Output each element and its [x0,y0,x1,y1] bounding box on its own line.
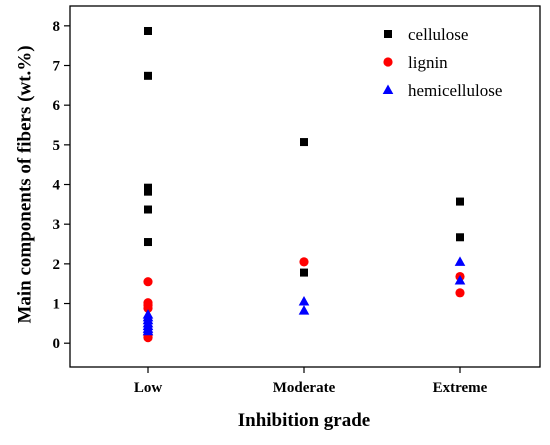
cellulose-point [456,233,464,242]
cellulose-point [456,197,464,206]
x-tick-label: Moderate [273,380,336,396]
legend-lignin-label: lignin [408,53,448,72]
legend-hemicellulose-marker [382,84,394,94]
hemicellulose-point [298,296,310,306]
legend-cellulose-marker [384,30,392,38]
legend: cellulose lignin hemicellulose [382,25,502,100]
hemicellulose-point [142,325,154,336]
y-tick-label: 0 [53,336,61,352]
y-tick-label: 3 [53,217,61,233]
cellulose-point [144,26,152,35]
cellulose-point [144,187,152,196]
x-tick-label: Low [134,380,163,396]
y-tick-label: 1 [53,297,61,313]
cellulose-point [300,268,308,277]
y-axis-title: Main components of fibers (wt.%) [15,45,36,323]
plot-frame [69,5,541,368]
x-tick-label: Extreme [433,380,488,396]
cellulose-point [144,71,152,80]
y-tick-label: 8 [53,19,61,35]
lignin-point [143,303,153,313]
lignin-point [143,333,153,343]
ticks-layer: 0 1 2 3 4 5 6 7 8 Low Moderate Extreme [53,19,488,396]
cellulose-point [300,138,308,147]
hemicellulose-point [298,305,310,315]
x-axis-title: Inhibition grade [238,410,371,431]
lignin-point [299,257,309,267]
y-tick-label: 2 [53,257,61,273]
y-tick-label: 7 [53,59,61,75]
y-tick-label: 6 [53,98,61,114]
hemicellulose-point [454,256,466,266]
cellulose-point [144,205,152,214]
lignin-point [143,277,153,287]
legend-cellulose-label: cellulose [408,25,468,44]
legend-hemicellulose-label: hemicellulose [408,81,502,100]
cellulose-point [144,238,152,247]
marks-layer [142,26,466,343]
hemicellulose-point [454,275,466,285]
lignin-point [455,288,465,298]
y-tick-label: 5 [53,138,61,154]
y-tick-label: 4 [53,178,61,194]
legend-lignin-marker [383,57,393,67]
